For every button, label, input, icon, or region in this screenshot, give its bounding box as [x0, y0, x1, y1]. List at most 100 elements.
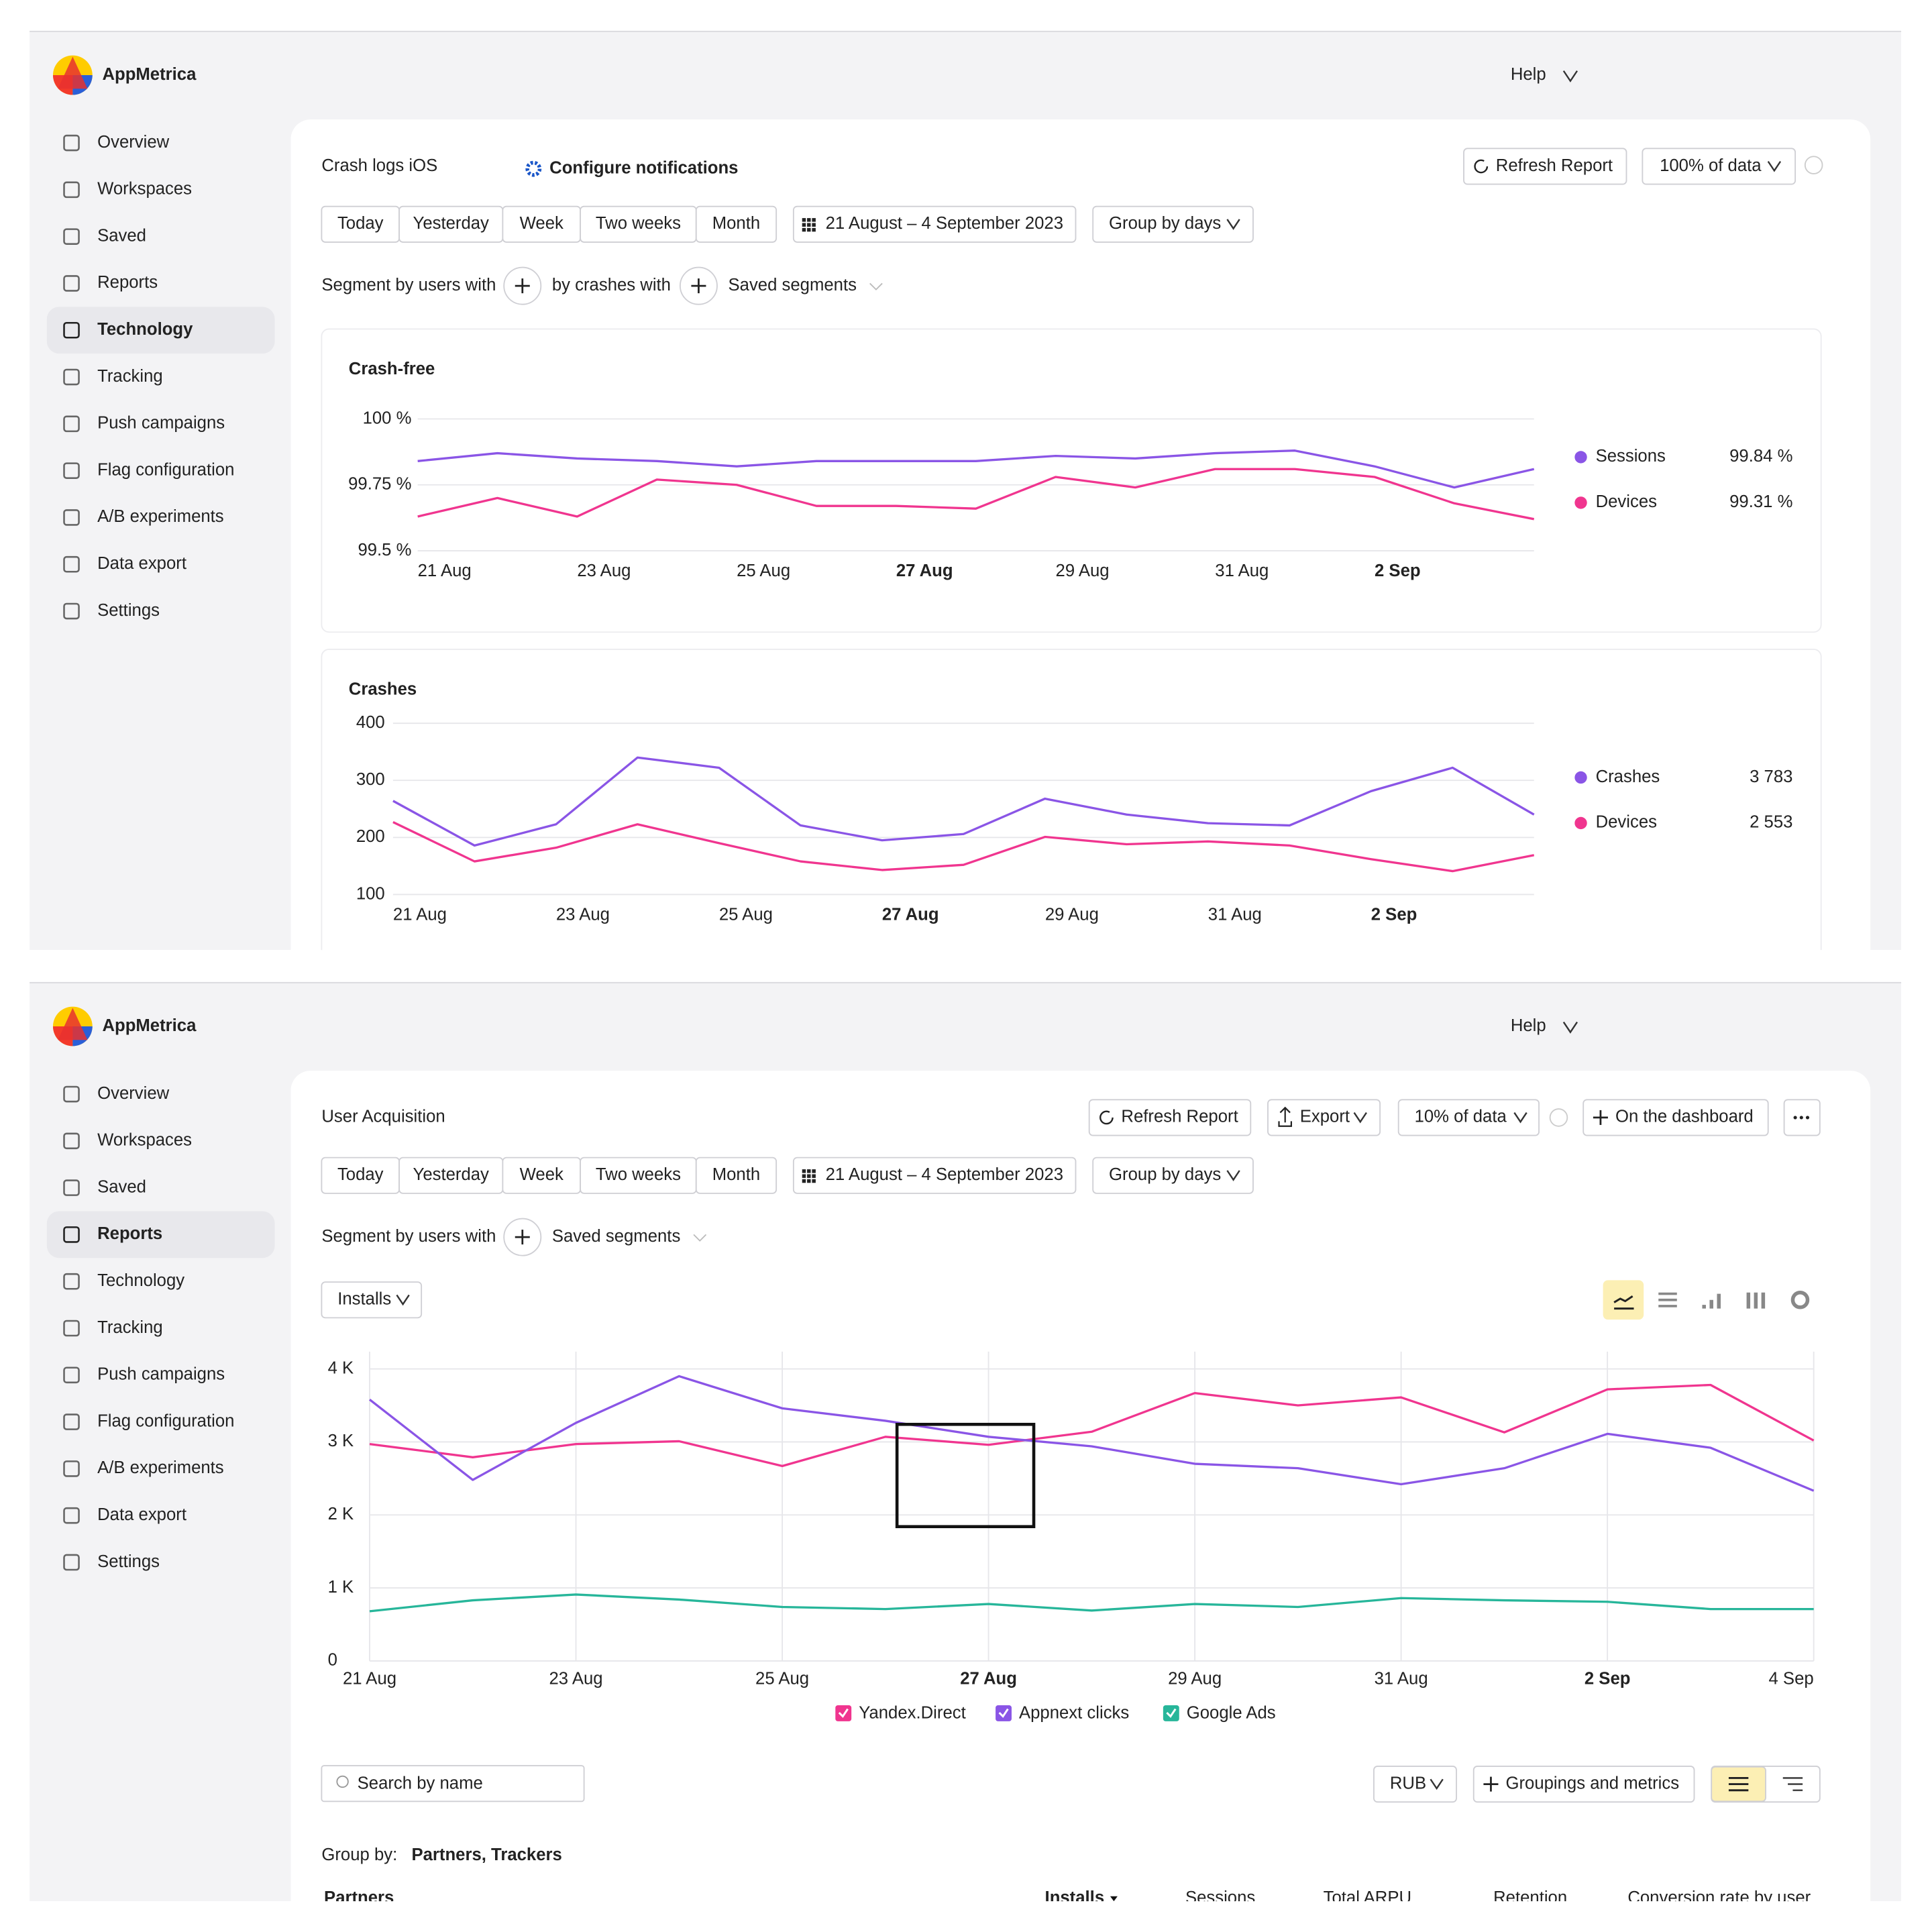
calendar-icon	[802, 218, 806, 222]
chart-type-area[interactable]	[1658, 1292, 1677, 1307]
date-picker[interactable]	[792, 205, 1077, 243]
table-header[interactable]: Total ARPU	[1324, 1888, 1411, 1907]
nav-active-bg	[46, 1211, 275, 1258]
chart-card	[321, 649, 1822, 951]
legend-checkbox[interactable]	[1163, 1705, 1179, 1721]
help-icon	[1804, 156, 1823, 174]
nav-item[interactable]: Push campaigns	[97, 1365, 225, 1384]
chevron	[869, 282, 883, 290]
refresh-button[interactable]	[1088, 1099, 1252, 1136]
metric-select[interactable]	[321, 1281, 423, 1319]
nav-item[interactable]: Overview	[97, 133, 170, 152]
y-tick-label: 2 K	[328, 1505, 354, 1523]
chevron	[693, 1234, 707, 1242]
nav-item[interactable]: A/B experiments	[97, 1458, 224, 1477]
table-header[interactable]: Installs	[1045, 1888, 1105, 1907]
nav-item[interactable]: Data export	[97, 1505, 186, 1524]
period-label: Month	[712, 214, 760, 233]
period-label: Today	[337, 1165, 384, 1184]
x-tick-label: 23 Aug	[549, 1669, 603, 1688]
nav-icon	[63, 1366, 80, 1384]
x-tick-label: 21 Aug	[343, 1669, 396, 1688]
nav-item[interactable]: Saved	[97, 1177, 146, 1196]
y-tick-label: 3 K	[328, 1432, 354, 1450]
configure-notifications[interactable]: Configure notifications	[549, 158, 738, 177]
nav-item[interactable]: Technology	[97, 320, 193, 339]
x-tick-label: 21 Aug	[418, 561, 472, 580]
period-button[interactable]	[695, 1157, 777, 1194]
refresh-icon	[1474, 159, 1489, 174]
nav-item[interactable]: Workspaces	[97, 180, 192, 199]
metric-label: Installs	[337, 1290, 391, 1309]
search-box[interactable]	[321, 1765, 585, 1803]
nav-item[interactable]: Tracking	[97, 1318, 163, 1337]
table-header[interactable]: Sessions	[1185, 1888, 1255, 1907]
nav-item[interactable]: Technology	[97, 1271, 184, 1290]
chevron	[1226, 1170, 1240, 1181]
nav-item[interactable]: Flag configuration	[97, 1411, 234, 1430]
more-dot	[1799, 1116, 1803, 1120]
calendar-icon	[812, 218, 816, 222]
x-tick-label: 27 Aug	[960, 1669, 1017, 1688]
nav-item[interactable]: Push campaigns	[97, 414, 225, 433]
nav-item[interactable]: Data export	[97, 554, 186, 573]
period-button[interactable]	[695, 205, 777, 243]
nav-icon	[63, 1554, 80, 1571]
highlight-box	[895, 1422, 1036, 1529]
y-tick-label: 99.75 %	[348, 475, 411, 494]
refresh-label: Refresh Report	[1121, 1108, 1238, 1126]
segment-label: Segment by users with	[321, 1227, 496, 1246]
x-tick-label: 25 Aug	[755, 1669, 809, 1688]
nav-item[interactable]: Flag configuration	[97, 460, 234, 479]
saved-segments[interactable]: Saved segments	[729, 276, 857, 294]
chart-type-bar[interactable]	[1702, 1293, 1721, 1309]
nav-item[interactable]: Saved	[97, 226, 146, 245]
legend-checkbox[interactable]	[835, 1705, 852, 1721]
nav-item[interactable]: Workspaces	[97, 1131, 192, 1150]
nav-item[interactable]: Settings	[97, 601, 160, 620]
x-tick-label: 29 Aug	[1168, 1669, 1222, 1688]
chart-type-pie[interactable]	[1790, 1290, 1810, 1309]
nav-item[interactable]: Tracking	[97, 367, 163, 386]
help-menu[interactable]: Help	[1511, 1016, 1546, 1035]
y-tick-label: 1 K	[328, 1578, 354, 1597]
group-by-select[interactable]	[1092, 1157, 1254, 1194]
sampling-select[interactable]	[1397, 1099, 1540, 1136]
period-label: Month	[712, 1165, 760, 1184]
group-by: Group by days	[1109, 214, 1221, 233]
table-header[interactable]: Retention	[1493, 1888, 1567, 1907]
nav-icon	[63, 555, 80, 573]
nav-item[interactable]: Settings	[97, 1552, 160, 1571]
x-tick-label: 27 Aug	[896, 561, 953, 580]
refresh-button[interactable]	[1463, 148, 1627, 185]
nav-item[interactable]: Reports	[97, 1224, 162, 1243]
series-line	[392, 756, 1535, 847]
chevron	[396, 1294, 410, 1306]
y-tick-label: 99.5 %	[358, 541, 411, 559]
export-button[interactable]	[1267, 1099, 1381, 1136]
nav-item[interactable]: A/B experiments	[97, 507, 224, 526]
nav-item[interactable]: Reports	[97, 273, 158, 292]
currency-select[interactable]	[1373, 1766, 1457, 1803]
sampling-select[interactable]	[1642, 148, 1796, 185]
chart-type-stacked[interactable]	[1746, 1292, 1766, 1309]
chart-type-line	[1613, 1295, 1634, 1310]
groupings-button[interactable]	[1472, 1766, 1695, 1803]
table-header[interactable]: Partners	[324, 1888, 394, 1907]
y-tick-label: 300	[356, 770, 385, 789]
dashboard-button[interactable]	[1582, 1099, 1769, 1136]
saved-segments[interactable]: Saved segments	[552, 1227, 680, 1246]
y-tick-label: 100 %	[363, 409, 412, 427]
nav-icon	[63, 228, 80, 245]
legend-name: Sessions	[1596, 447, 1666, 466]
nav-icon	[63, 181, 80, 199]
group-by-select[interactable]	[1092, 205, 1254, 243]
calendar-icon	[807, 227, 811, 232]
nav-item[interactable]: Overview	[97, 1084, 170, 1103]
legend-checkbox[interactable]	[996, 1705, 1012, 1721]
help-menu[interactable]: Help	[1511, 65, 1546, 84]
date-picker[interactable]	[792, 1157, 1077, 1194]
series-line	[369, 1593, 1814, 1613]
table-header[interactable]: Conversion rate by user	[1627, 1888, 1811, 1907]
